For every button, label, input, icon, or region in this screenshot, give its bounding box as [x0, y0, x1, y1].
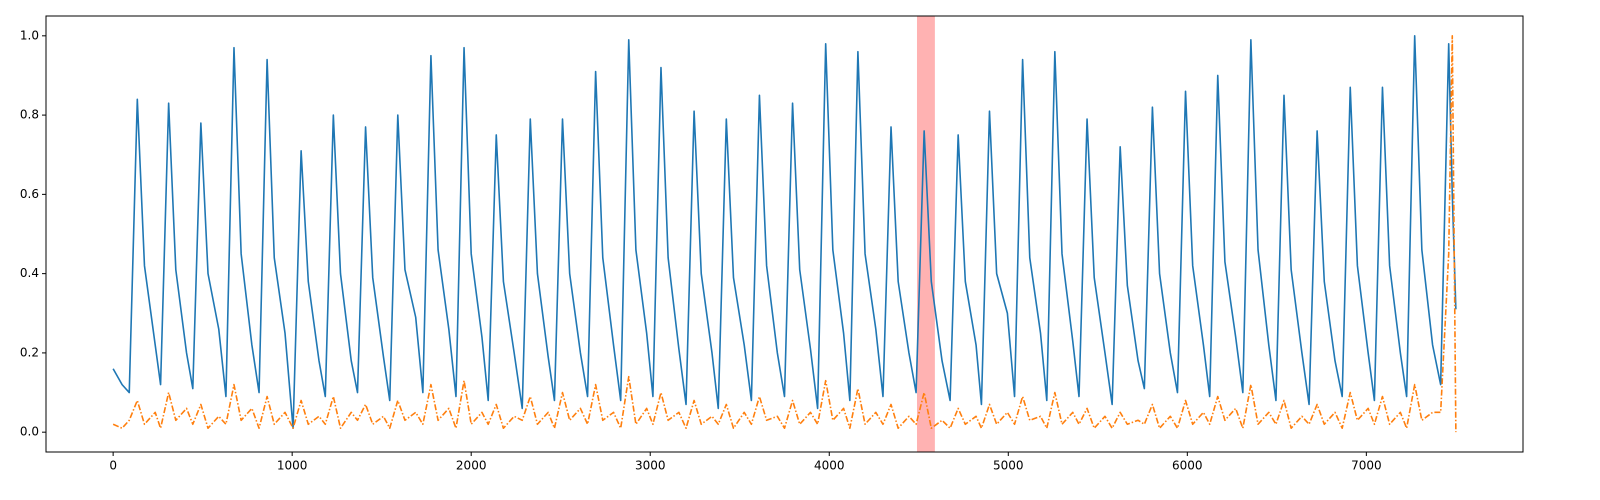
y-tick-label: 0.0 [20, 425, 39, 439]
y-tick-label: 0.2 [20, 345, 39, 359]
x-tick-label: 3000 [635, 459, 666, 473]
x-tick-label: 1000 [277, 459, 308, 473]
x-tick-label: 7000 [1351, 459, 1382, 473]
x-tick-label: 2000 [456, 459, 487, 473]
x-tick-label: 0 [109, 459, 117, 473]
data-line [112, 35, 1457, 433]
x-tick-label: 6000 [1172, 459, 1203, 473]
y-tick-label: 0.4 [20, 266, 39, 280]
x-tick-label: 5000 [993, 459, 1024, 473]
axes-frame [45, 15, 1524, 453]
y-tick-label: 1.0 [20, 28, 39, 42]
y-tick-label: 0.8 [20, 108, 39, 122]
data-line [112, 35, 1457, 430]
x-tick-label: 4000 [814, 459, 845, 473]
y-tick-label: 0.6 [20, 187, 39, 201]
highlight-band [916, 16, 935, 452]
